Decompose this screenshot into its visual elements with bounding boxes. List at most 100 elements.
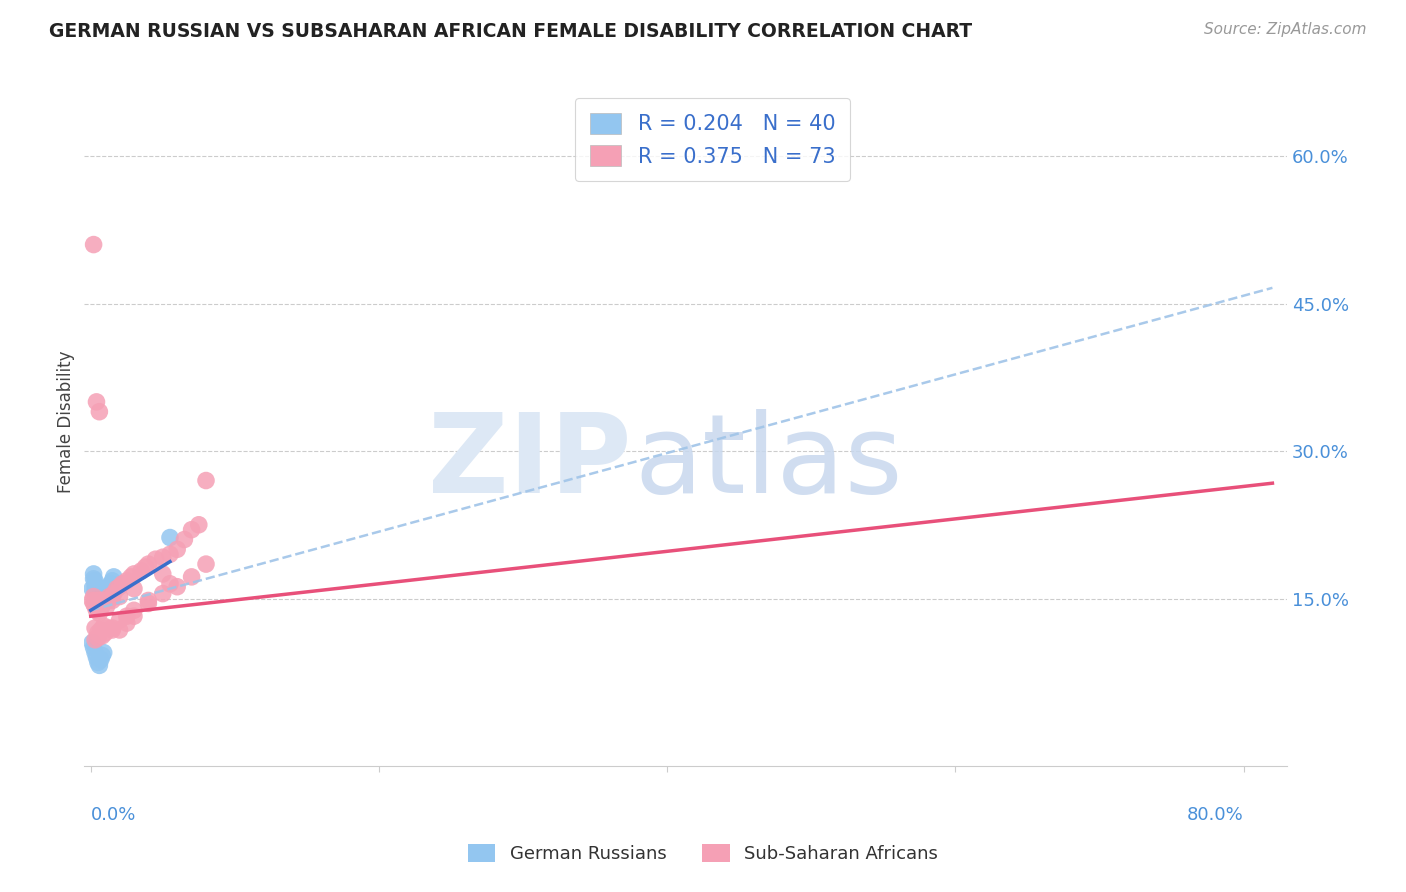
Point (180, 523, 202, 537)
Point (115, 616, 138, 631)
Point (87, 656, 110, 670)
Point (108, 613, 131, 627)
Point (173, 533, 195, 547)
Point (94, 593, 117, 607)
Point (89, 591, 111, 606)
Text: GERMAN RUSSIAN VS SUBSAHARAN AFRICAN FEMALE DISABILITY CORRELATION CHART: GERMAN RUSSIAN VS SUBSAHARAN AFRICAN FEM… (49, 22, 973, 41)
Point (89, 599, 111, 614)
Point (134, 560, 156, 574)
Point (93, 619, 115, 633)
Point (97, 621, 120, 635)
Point (94, 591, 117, 606)
Y-axis label: Female Disability: Female Disability (58, 351, 75, 492)
Point (108, 580, 131, 594)
Point (103, 586, 125, 600)
Point (84, 621, 107, 635)
Point (86, 596, 108, 610)
Point (96, 586, 118, 600)
Point (94, 593, 117, 607)
Point (97, 593, 120, 607)
Legend: German Russians, Sub-Saharan Africans: German Russians, Sub-Saharan Africans (460, 835, 946, 872)
Point (159, 531, 181, 545)
Point (145, 552, 167, 566)
Point (159, 576, 181, 591)
Point (87, 626, 110, 640)
Point (90, 601, 112, 615)
Point (84, 574, 107, 588)
Point (100, 576, 122, 591)
Text: Source: ZipAtlas.com: Source: ZipAtlas.com (1204, 22, 1367, 37)
Point (101, 623, 124, 637)
Point (89, 583, 111, 598)
Point (101, 590, 124, 604)
Point (91, 590, 114, 604)
Text: atlas: atlas (634, 409, 903, 516)
Point (138, 596, 160, 610)
Point (152, 566, 174, 581)
Point (115, 609, 138, 624)
Point (152, 550, 174, 565)
Point (166, 542, 188, 557)
Point (84, 579, 107, 593)
Point (84, 593, 107, 607)
Point (91, 648, 114, 663)
Point (86, 583, 108, 598)
Point (122, 609, 145, 624)
Point (84, 599, 107, 614)
Point (82, 636, 104, 650)
Point (90, 623, 112, 637)
Point (166, 580, 188, 594)
Point (100, 591, 122, 606)
Point (89, 607, 111, 621)
Point (84, 583, 107, 598)
Point (108, 590, 131, 604)
Point (93, 593, 115, 607)
Point (91, 583, 114, 598)
Point (84, 646, 107, 660)
Point (98, 580, 121, 594)
Text: ZIP: ZIP (427, 409, 631, 516)
Point (97, 583, 120, 598)
Text: 80.0%: 80.0% (1187, 805, 1243, 823)
Point (98, 590, 121, 604)
Point (87, 583, 110, 598)
Point (86, 650, 108, 665)
Point (91, 593, 114, 607)
Point (83, 640, 105, 655)
Point (94, 626, 117, 640)
Point (86, 586, 108, 600)
Point (91, 629, 114, 643)
Point (101, 621, 124, 635)
Point (87, 593, 110, 607)
Point (82, 593, 104, 607)
Point (115, 574, 138, 588)
Point (105, 582, 128, 596)
Point (82, 582, 104, 596)
Point (101, 574, 124, 588)
Point (86, 580, 108, 594)
Point (187, 517, 209, 532)
Point (93, 646, 115, 660)
Point (122, 603, 145, 617)
Point (122, 582, 145, 596)
Point (96, 599, 118, 614)
Point (152, 586, 174, 600)
Point (90, 582, 112, 596)
Point (91, 599, 114, 613)
Point (138, 593, 160, 607)
Point (87, 593, 110, 607)
Point (103, 570, 125, 584)
Point (90, 591, 112, 606)
Point (83, 572, 105, 586)
Point (129, 564, 152, 578)
Legend: R = 0.204   N = 40, R = 0.375   N = 73: R = 0.204 N = 40, R = 0.375 N = 73 (575, 98, 851, 181)
Point (111, 576, 134, 591)
Point (180, 570, 202, 584)
Point (84, 632, 107, 647)
Point (83, 237, 105, 252)
Point (94, 586, 117, 600)
Point (159, 547, 181, 561)
Point (93, 596, 115, 610)
Point (138, 557, 160, 571)
Point (86, 603, 108, 617)
